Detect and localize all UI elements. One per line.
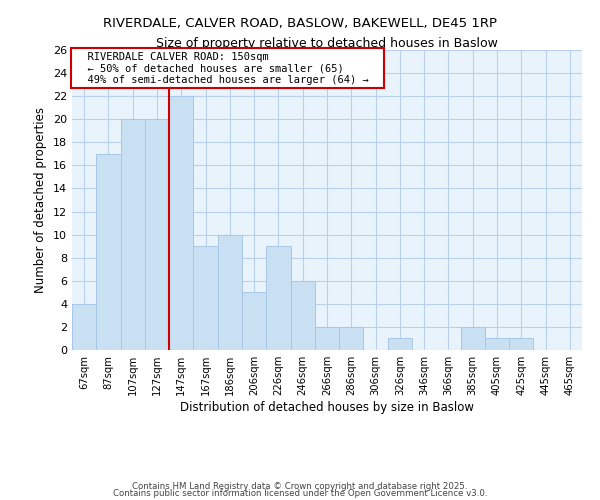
Bar bbox=[121, 119, 145, 350]
Title: Size of property relative to detached houses in Baslow: Size of property relative to detached ho… bbox=[156, 37, 498, 50]
Bar bbox=[339, 327, 364, 350]
Bar bbox=[169, 96, 193, 350]
Text: RIVERDALE, CALVER ROAD, BASLOW, BAKEWELL, DE45 1RP: RIVERDALE, CALVER ROAD, BASLOW, BAKEWELL… bbox=[103, 18, 497, 30]
Y-axis label: Number of detached properties: Number of detached properties bbox=[34, 107, 47, 293]
Bar bbox=[315, 327, 339, 350]
Bar bbox=[485, 338, 509, 350]
Bar bbox=[266, 246, 290, 350]
Bar bbox=[509, 338, 533, 350]
Text: RIVERDALE CALVER ROAD: 150sqm
  ← 50% of detached houses are smaller (65)
  49% : RIVERDALE CALVER ROAD: 150sqm ← 50% of d… bbox=[74, 52, 381, 84]
Bar bbox=[290, 281, 315, 350]
Bar bbox=[242, 292, 266, 350]
Bar bbox=[388, 338, 412, 350]
Text: Contains public sector information licensed under the Open Government Licence v3: Contains public sector information licen… bbox=[113, 490, 487, 498]
Bar bbox=[96, 154, 121, 350]
Text: Contains HM Land Registry data © Crown copyright and database right 2025.: Contains HM Land Registry data © Crown c… bbox=[132, 482, 468, 491]
Bar bbox=[218, 234, 242, 350]
Bar bbox=[145, 119, 169, 350]
Bar bbox=[72, 304, 96, 350]
X-axis label: Distribution of detached houses by size in Baslow: Distribution of detached houses by size … bbox=[180, 401, 474, 414]
Bar bbox=[193, 246, 218, 350]
Bar bbox=[461, 327, 485, 350]
